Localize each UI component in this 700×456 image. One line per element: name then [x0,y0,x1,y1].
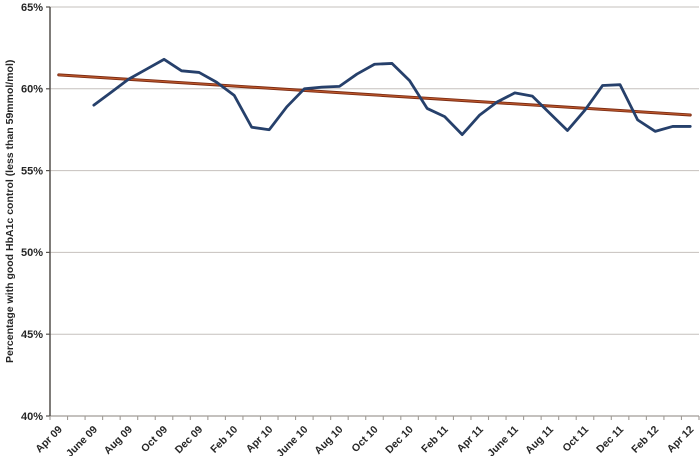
x-tick-label: Dec 10 [383,424,416,456]
x-tick-label: Oct 09 [139,424,170,455]
x-tick-label: June 10 [274,424,310,456]
x-tick-label: Dec 11 [594,424,626,456]
x-tick-label: Aug 11 [523,424,556,456]
x-tick-label: June 11 [485,424,521,456]
data-series-line [92,57,692,137]
x-tick-label: Feb 12 [629,424,661,456]
x-tick-label: June 09 [64,424,100,456]
y-tick-label: 40% [21,411,43,423]
x-tick-label: Feb 11 [419,424,451,456]
x-tick-label: Apr 12 [665,424,697,456]
x-tick-label: Apr 10 [244,424,276,456]
x-tick-label: Feb 10 [208,424,240,456]
y-tick-label: 50% [21,247,43,259]
x-tick-label: Apr 09 [33,424,65,456]
y-tick-label: 55% [21,165,43,177]
x-tick-label: Apr 11 [455,424,486,455]
x-tick-label: Aug 09 [102,424,135,456]
y-tick-label: 45% [21,329,43,341]
x-tick-label: Aug 10 [312,424,345,456]
x-tick-label: Oct 11 [560,424,591,455]
y-tick-label: 65% [21,2,43,14]
x-tick-label: Dec 09 [173,424,206,456]
x-tick-label: Oct 10 [349,424,380,455]
y-axis-title: Percentage with good HbA1c control (less… [4,59,16,364]
y-tick-label: 60% [21,84,43,96]
